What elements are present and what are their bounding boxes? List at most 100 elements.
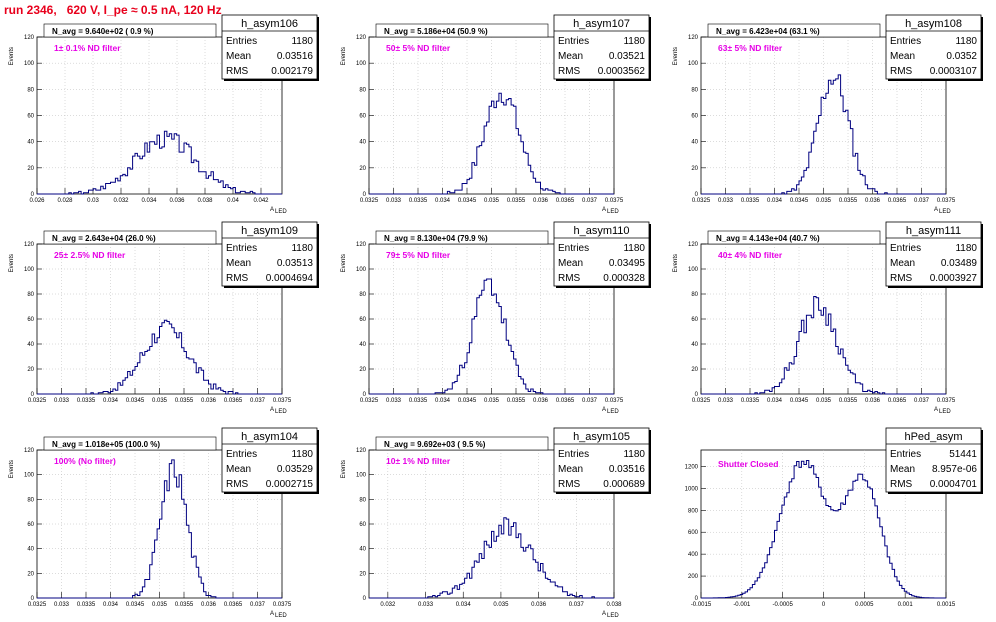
filter-label: 10± 1% ND filter — [386, 456, 451, 466]
y-axis-label: Events — [673, 254, 679, 272]
x-tick-label: 0.037 — [250, 602, 266, 608]
y-tick-label: 40 — [691, 342, 698, 348]
y-tick-label: 80 — [359, 292, 366, 298]
x-tick-label: -0.0005 — [772, 602, 793, 608]
x-tick-label: 0.0355 — [507, 398, 526, 404]
x-tick-label: 0.0375 — [937, 398, 956, 404]
x-tick-label: 0.0375 — [273, 398, 292, 404]
stats-value-rms: 0.0002715 — [266, 479, 314, 490]
stats-value-entries: 51441 — [949, 449, 977, 460]
y-tick-label: 0 — [363, 596, 367, 602]
x-tick-label: 0.037 — [569, 602, 585, 608]
filter-label: 100% (No filter) — [54, 456, 116, 466]
stats-value-mean: 0.03521 — [609, 51, 646, 62]
y-tick-label: 20 — [691, 367, 698, 373]
x-axis-label: A — [602, 407, 606, 413]
y-tick-label: 120 — [24, 35, 35, 41]
x-tick-label: 0.036 — [169, 198, 185, 204]
x-tick-label: 0.0325 — [28, 398, 47, 404]
stats-value-mean: 0.03513 — [277, 258, 314, 269]
y-tick-label: 80 — [359, 497, 366, 503]
x-tick-label: 0.0335 — [77, 602, 96, 608]
stats-box-name: h_asym105 — [573, 431, 630, 443]
y-tick-label: 20 — [359, 367, 366, 373]
stats-value-entries: 1180 — [623, 36, 645, 47]
x-tick-label: 0.0365 — [556, 398, 575, 404]
stats-box-name: h_asym107 — [573, 18, 630, 30]
y-tick-label: 80 — [691, 87, 698, 93]
navg-box — [43, 23, 217, 38]
filter-label: 63± 5% ND filter — [718, 43, 783, 53]
y-tick-label: 100 — [688, 267, 699, 273]
x-axis-label-subscript: LED — [607, 409, 619, 415]
y-tick-label: 80 — [691, 292, 698, 298]
y-tick-label: 60 — [691, 317, 698, 323]
x-axis-label-subscript: LED — [275, 613, 287, 619]
x-tick-label: 0.034 — [103, 602, 119, 608]
y-tick-label: 40 — [691, 140, 698, 146]
y-tick-label: 120 — [688, 35, 699, 41]
x-tick-label: 0.0355 — [175, 398, 194, 404]
y-axis-label: Events — [9, 47, 15, 65]
x-tick-label: 0.034 — [456, 602, 472, 608]
histogram-panel-h-asym104: 0 20 40 60 80 100 120 0.0325 0.033 0.0335 0.034 0.0… — [0, 427, 332, 622]
x-tick-label: 0.0365 — [224, 398, 243, 404]
y-axis-label: Events — [9, 254, 15, 272]
histogram-line — [37, 459, 282, 599]
x-tick-label: 0.0375 — [605, 398, 624, 404]
x-tick-label: 0.032 — [113, 198, 129, 204]
y-tick-label: 80 — [27, 87, 34, 93]
y-tick-label: 20 — [27, 367, 34, 373]
y-tick-label: 800 — [688, 508, 699, 514]
filter-label: 40± 4% ND filter — [718, 250, 783, 260]
x-tick-label: 0.033 — [718, 398, 734, 404]
histogram-h-asym106: 0 20 40 60 80 100 120 0.026 0.028 0.03 0.032 0.034 0… — [9, 14, 319, 215]
y-tick-label: 0 — [695, 192, 699, 198]
stats-value-rms: 0.0003927 — [930, 273, 978, 284]
x-tick-label: 0.0375 — [273, 602, 292, 608]
y-tick-label: 20 — [359, 571, 366, 577]
x-tick-label: 0.03 — [87, 198, 99, 204]
stats-box — [221, 14, 318, 80]
stats-key-mean: Mean — [558, 258, 583, 269]
navg-text: N_avg = 9.692e+03 ( 9.5 %) — [384, 440, 486, 449]
x-axis-label: A — [934, 207, 938, 213]
x-tick-label: 0.0375 — [937, 198, 956, 204]
stats-value-entries: 1180 — [291, 243, 313, 254]
navg-text: N_avg = 9.640e+02 ( 0.9 %) — [52, 27, 154, 36]
y-tick-label: 100 — [24, 473, 35, 479]
y-tick-label: 120 — [356, 35, 367, 41]
x-tick-label: 0.0335 — [409, 198, 428, 204]
stats-key-entries: Entries — [226, 36, 257, 47]
x-tick-label: 0.033 — [54, 398, 70, 404]
histogram-line — [701, 460, 946, 599]
x-tick-label: 0.0355 — [507, 198, 526, 204]
stats-key-mean: Mean — [558, 464, 583, 475]
y-tick-label: 1000 — [685, 486, 699, 492]
stats-key-rms: RMS — [558, 479, 581, 490]
stats-value-rms: 0.000328 — [603, 273, 645, 284]
navg-text: N_avg = 4.143e+04 (40.7 %) — [716, 234, 820, 243]
navg-box — [707, 230, 881, 245]
navg-text: N_avg = 1.018e+05 (100.0 %) — [52, 440, 160, 449]
y-tick-label: 0 — [363, 392, 367, 398]
navg-text: N_avg = 2.643e+04 (26.0 %) — [52, 234, 156, 243]
x-tick-label: 0.037 — [582, 398, 598, 404]
y-tick-label: 40 — [359, 140, 366, 146]
stats-value-entries: 1180 — [291, 36, 313, 47]
navg-box — [375, 23, 549, 38]
y-tick-label: 40 — [359, 342, 366, 348]
histogram-h-asym110: 0 20 40 60 80 100 120 0.0325 0.033 0.0335 0.034 0.0… — [341, 221, 651, 415]
stats-value-rms: 0.0003562 — [598, 66, 646, 77]
x-tick-label: 0.0365 — [888, 398, 907, 404]
stats-value-mean: 0.03516 — [277, 51, 314, 62]
x-tick-label: 0.0375 — [605, 198, 624, 204]
stats-value-entries: 1180 — [623, 449, 645, 460]
x-axis-label: A — [934, 407, 938, 413]
x-tick-label: 0.0335 — [77, 398, 96, 404]
y-tick-label: 0 — [695, 392, 699, 398]
x-tick-label: 0.035 — [816, 198, 832, 204]
y-axis-label: Events — [673, 47, 679, 65]
x-axis-label: A — [270, 407, 274, 413]
x-tick-label: 0.0325 — [692, 198, 711, 204]
